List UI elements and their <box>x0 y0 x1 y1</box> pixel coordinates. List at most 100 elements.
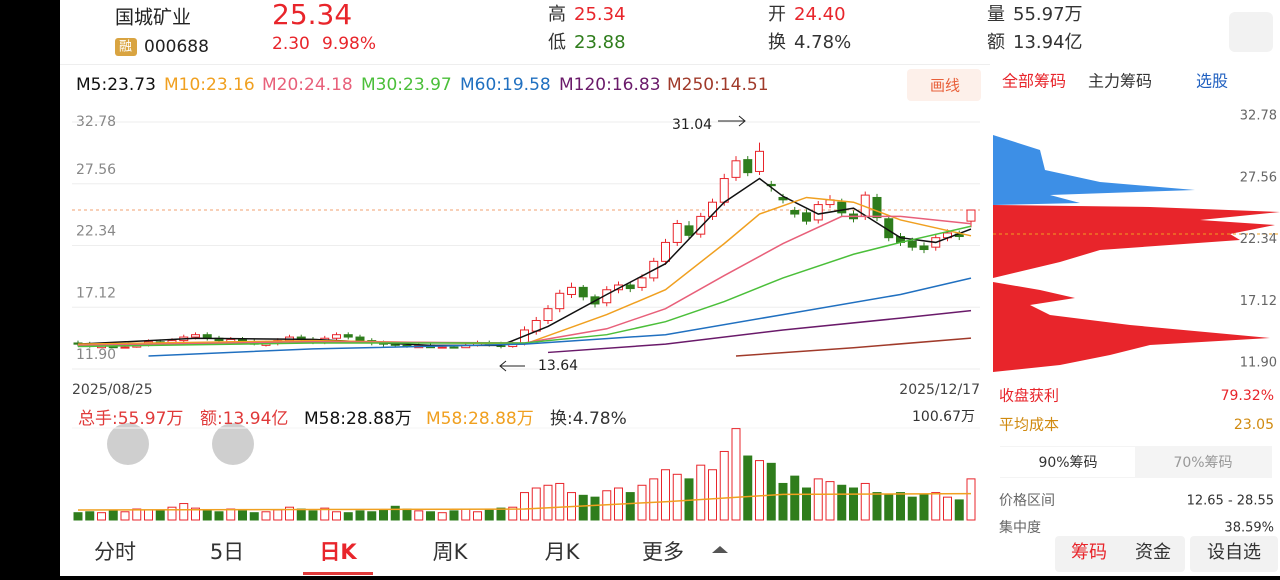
volume-bar <box>531 487 541 521</box>
volume-bar <box>696 464 706 521</box>
row-value: 12.65 - 28.55 <box>1187 494 1274 509</box>
volume-bar <box>355 510 365 521</box>
volume-bar <box>813 478 823 521</box>
volume-bar <box>731 428 741 521</box>
candle-body <box>120 346 130 349</box>
period-tab[interactable]: 月K <box>545 540 581 564</box>
nav-next[interactable] <box>212 423 254 465</box>
volume-bar <box>860 482 870 521</box>
period-tab[interactable]: 分时 <box>94 540 136 564</box>
candle-body <box>567 286 576 295</box>
volume-bar <box>85 511 95 521</box>
quote-value: 25.34 <box>574 4 626 25</box>
price: 25.34 <box>272 0 352 31</box>
volume-bar <box>437 512 447 521</box>
stat-label: 收盘获利 <box>999 387 1059 405</box>
draw-button: 画线 <box>930 77 960 95</box>
volume-legend: 换:4.78% <box>550 409 627 429</box>
chip-tab[interactable]: 全部筹码 <box>1002 72 1066 91</box>
candle-body <box>907 240 917 248</box>
volume-bar <box>320 507 330 521</box>
chip-y-tick-label: 27.56 <box>1240 170 1277 185</box>
volume-bar <box>719 450 729 521</box>
nav-prev[interactable] <box>107 423 149 465</box>
chip-tab[interactable]: 主力筹码 <box>1088 72 1152 91</box>
quote-value: 4.78% <box>794 32 851 53</box>
volume-bar <box>496 507 506 521</box>
candle-body <box>966 209 976 222</box>
candle-body <box>696 215 706 235</box>
candle-body <box>555 292 565 310</box>
draw-button-bg[interactable] <box>907 69 981 101</box>
quote-label: 低 <box>548 32 566 53</box>
annotation-high: 31.04 <box>672 117 712 133</box>
volume-bar <box>520 492 529 521</box>
volume-bar <box>97 512 106 521</box>
menu-button[interactable] <box>1229 12 1273 52</box>
volume-bar <box>790 475 800 521</box>
candle-body <box>543 308 553 321</box>
volume-bar <box>543 484 553 521</box>
chip-y-tick-label: 32.78 <box>1240 109 1277 124</box>
volume-bar <box>484 509 494 521</box>
volume-bar <box>332 511 341 521</box>
range-option[interactable]: 90%筹码 <box>1038 454 1097 471</box>
y-tick-label: 17.12 <box>76 285 116 301</box>
candle-body <box>684 225 694 236</box>
more-arrow <box>712 546 728 553</box>
chip-tab[interactable]: 选股 <box>1196 72 1228 91</box>
chip-blue <box>993 135 1195 205</box>
volume-bar <box>155 510 165 521</box>
volume-bar <box>896 492 905 521</box>
divider <box>60 64 990 65</box>
candle-body <box>343 334 353 338</box>
footer-button[interactable]: 设自选 <box>1207 542 1261 563</box>
ma-line <box>735 337 972 357</box>
volume-bar <box>261 511 271 521</box>
candle-body <box>191 334 200 338</box>
volume-bar <box>743 455 753 521</box>
period-tab[interactable]: 更多 <box>642 540 684 564</box>
period-tab[interactable]: 5日 <box>210 540 244 564</box>
volume-bar <box>919 493 929 521</box>
ma-line <box>148 277 972 357</box>
volume-bar <box>766 462 776 521</box>
ma-legend: M5:23.73 <box>76 75 156 95</box>
row-label: 集中度 <box>999 519 1041 536</box>
volume-bar <box>661 469 670 521</box>
row-label: 价格区间 <box>999 493 1055 509</box>
candle-body <box>637 277 647 288</box>
ma-legend: M20:24.18 <box>262 75 353 95</box>
footer-button[interactable]: 资金 <box>1135 542 1171 563</box>
volume-bar <box>390 505 400 521</box>
volume-bar <box>672 473 682 521</box>
x-label: 2025/08/25 <box>72 382 153 398</box>
volume-bar <box>273 509 283 521</box>
chip-histogram <box>993 135 1280 372</box>
volume-bar <box>343 512 353 521</box>
quote-label: 换 <box>768 32 786 53</box>
y-tick-label: 32.78 <box>76 114 116 130</box>
volume-bar <box>367 511 377 521</box>
volume-ma-line <box>77 492 972 511</box>
period-tab[interactable]: 周K <box>433 540 469 564</box>
ma-legend: M30:23.97 <box>361 75 452 95</box>
volume-bar <box>943 496 952 521</box>
range-option[interactable]: 70%筹码 <box>1173 454 1232 471</box>
quote-label: 量 <box>987 4 1005 25</box>
volume-bar <box>214 511 224 521</box>
button-bg <box>1055 536 1185 572</box>
candle-body <box>614 284 623 291</box>
x-label: 2025/12/17 <box>899 382 980 398</box>
volume-bar <box>402 508 412 521</box>
y-tick-label: 11.90 <box>76 347 116 363</box>
arrow <box>718 115 746 127</box>
footer-button[interactable]: 筹码 <box>1071 542 1107 563</box>
candle-body <box>802 212 811 222</box>
change: 2.30 <box>272 34 310 54</box>
period-tab[interactable]: 日K <box>319 540 357 564</box>
volume-bar <box>179 503 189 521</box>
candle-body <box>672 222 682 243</box>
volume-bar <box>473 511 482 521</box>
stat-label: 平均成本 <box>999 416 1059 434</box>
